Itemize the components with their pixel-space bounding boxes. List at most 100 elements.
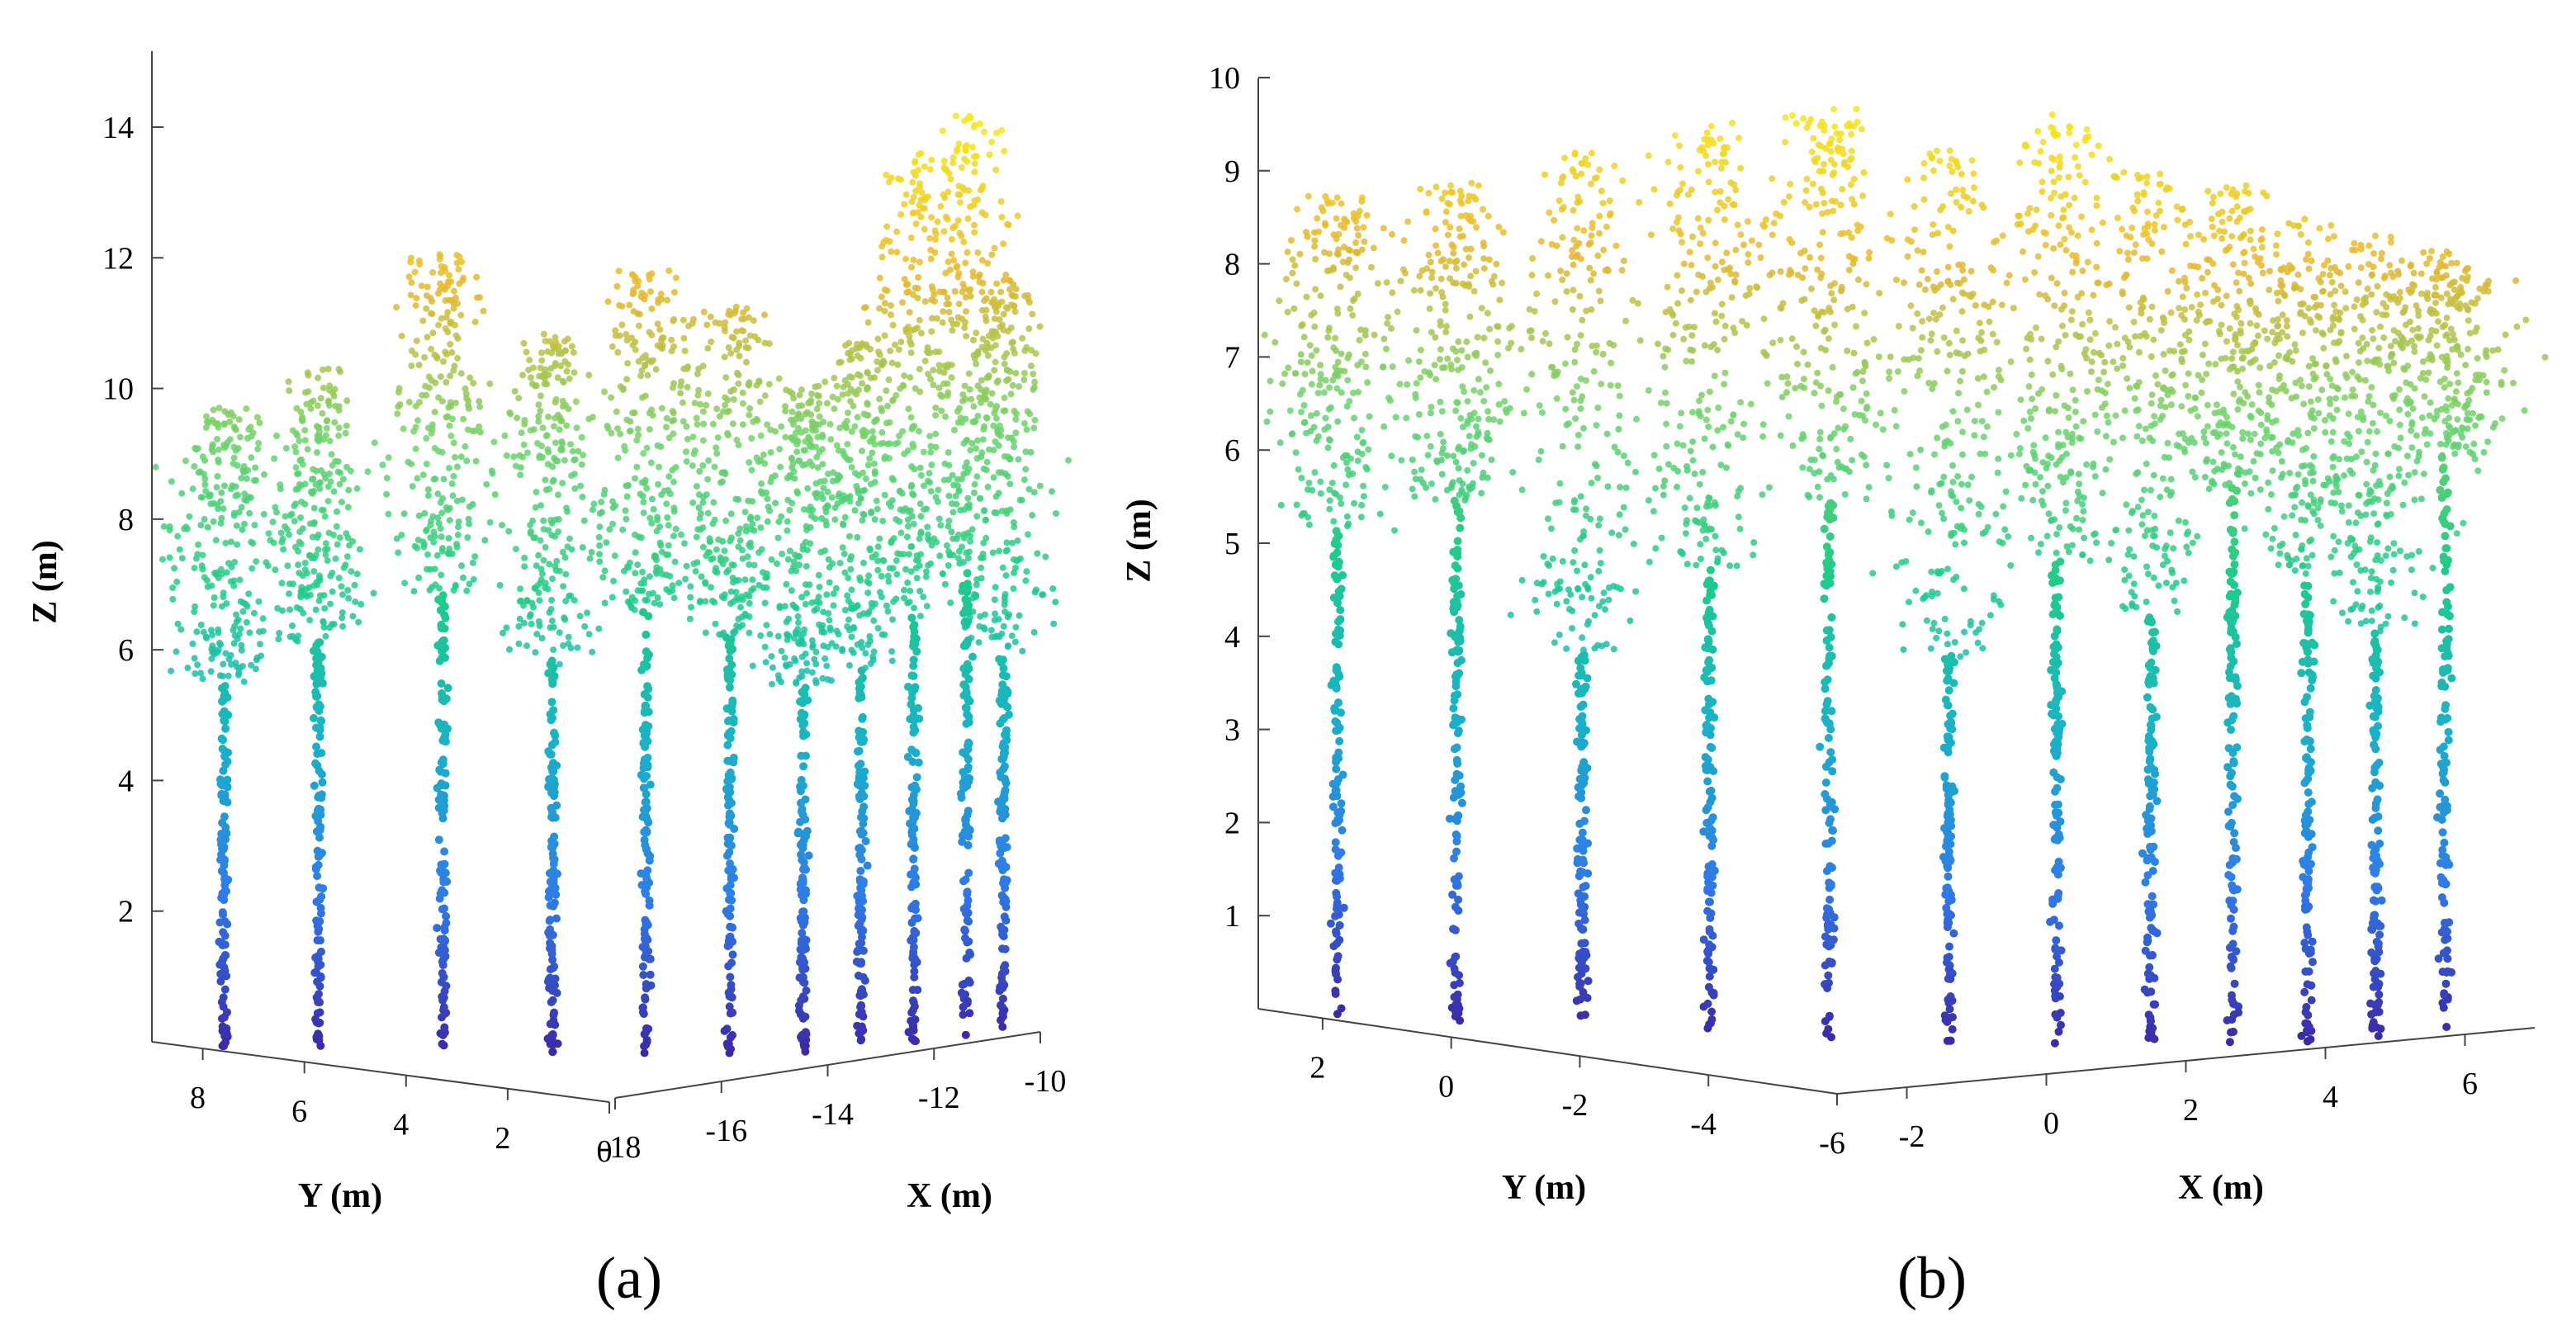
- crown-point: [236, 433, 244, 441]
- crown-point: [642, 291, 649, 299]
- crown-point: [622, 507, 629, 514]
- crown-point: [977, 613, 984, 620]
- crown-point: [271, 455, 278, 462]
- crown-point: [1308, 352, 1315, 359]
- crown-point: [1339, 454, 1347, 461]
- crown-point: [246, 629, 253, 636]
- crown-point: [634, 425, 642, 433]
- crown-point: [739, 555, 746, 562]
- crown-point: [292, 430, 300, 438]
- crown-point: [952, 112, 959, 120]
- crown-point: [327, 478, 334, 485]
- trunk-point: [219, 766, 228, 775]
- crown-point: [931, 249, 939, 256]
- crown-point: [978, 575, 985, 582]
- trunk-point: [312, 742, 320, 751]
- crown-point: [1065, 457, 1072, 464]
- crown-point: [353, 570, 361, 578]
- crown-point: [202, 423, 210, 431]
- crown-point: [203, 413, 210, 420]
- crown-point: [757, 457, 765, 464]
- crown-point: [537, 502, 544, 509]
- trunk-point: [1456, 523, 1465, 532]
- crown-point: [912, 565, 920, 572]
- crown-point: [699, 499, 707, 506]
- crown-point: [848, 428, 855, 435]
- crown-point: [899, 428, 907, 435]
- crown-point: [874, 505, 881, 513]
- crown-point: [828, 494, 836, 501]
- crown-point: [855, 386, 862, 394]
- crown-point: [299, 417, 306, 424]
- crown-point: [1328, 480, 1336, 486]
- crown-point: [438, 315, 445, 322]
- trunk-point: [796, 715, 805, 724]
- crown-point: [613, 282, 621, 290]
- crown-point: [721, 324, 728, 331]
- trunk-point: [858, 933, 866, 942]
- crown-point: [556, 629, 563, 636]
- trunk-point: [910, 972, 919, 982]
- crown-point: [1437, 258, 1445, 265]
- trunk-point: [433, 924, 442, 933]
- trunk-point: [438, 804, 447, 813]
- crown-point: [295, 470, 302, 477]
- crown-point: [926, 479, 934, 486]
- trunk-point: [728, 950, 737, 959]
- crown-point: [647, 288, 654, 296]
- crown-point: [630, 308, 637, 315]
- crown-point: [940, 380, 948, 387]
- crown-point: [463, 457, 471, 465]
- crown-point: [419, 317, 427, 324]
- crown-point: [725, 344, 732, 351]
- crown-point: [601, 486, 608, 494]
- crown-point: [916, 366, 923, 373]
- crown-point: [647, 459, 655, 466]
- crown-point: [1379, 363, 1386, 371]
- crown-point: [282, 445, 290, 452]
- crown-point: [1332, 334, 1339, 342]
- crown-point: [1314, 215, 1321, 222]
- crown-point: [241, 490, 249, 498]
- trunk-point: [1334, 532, 1342, 541]
- crown-point: [408, 279, 415, 286]
- trunk-point: [964, 825, 973, 834]
- crown-point: [200, 628, 207, 636]
- crown-point: [552, 362, 559, 370]
- crown-point: [324, 498, 332, 505]
- crown-point: [579, 544, 586, 551]
- trunk-point: [315, 791, 324, 800]
- crown-point: [542, 433, 550, 440]
- crown-point: [1475, 431, 1482, 438]
- crown-point: [1050, 620, 1058, 627]
- crown-point: [854, 641, 861, 648]
- trunk-point: [547, 750, 556, 759]
- crown-point: [741, 576, 749, 584]
- crown-point: [774, 632, 782, 640]
- crown-point: [450, 300, 457, 307]
- crown-point: [603, 539, 610, 546]
- trunk-point: [907, 918, 916, 927]
- crown-point: [296, 457, 304, 464]
- crown-point: [440, 358, 447, 365]
- crown-point: [547, 605, 555, 613]
- crown-point: [727, 510, 735, 518]
- crown-point: [574, 644, 581, 651]
- crown-point: [1447, 188, 1454, 196]
- crown-point: [942, 413, 949, 420]
- crown-point: [326, 438, 334, 445]
- crown-point: [231, 622, 239, 630]
- crown-point: [296, 528, 304, 536]
- crown-point: [964, 248, 971, 256]
- trunk-point: [1448, 575, 1457, 584]
- crown-point: [1446, 201, 1453, 208]
- crown-point: [249, 565, 256, 572]
- crown-point: [815, 571, 822, 579]
- trunk-point: [1329, 551, 1338, 561]
- crown-point: [1333, 215, 1340, 222]
- trunk-point: [1333, 876, 1342, 885]
- crown-point: [338, 499, 345, 506]
- crown-point: [965, 548, 973, 556]
- crown-point: [267, 537, 274, 544]
- crown-point: [555, 491, 561, 499]
